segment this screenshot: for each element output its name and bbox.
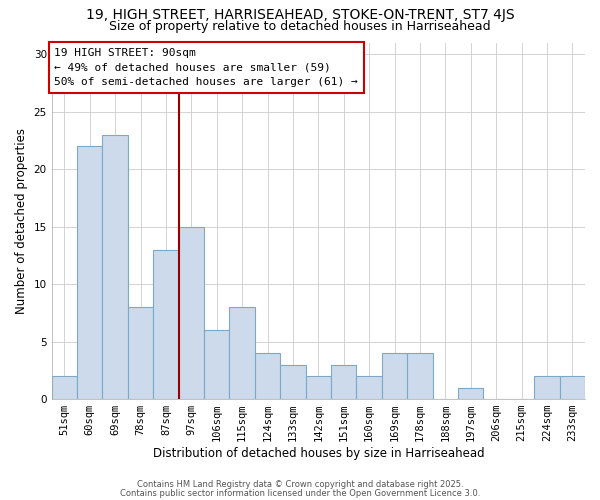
Bar [356,376,382,399]
X-axis label: Distribution of detached houses by size in Harriseahead: Distribution of detached houses by size … [152,447,484,460]
Bar [305,376,331,399]
Bar [280,364,305,399]
Bar [382,353,407,399]
Text: Contains HM Land Registry data © Crown copyright and database right 2025.: Contains HM Land Registry data © Crown c… [137,480,463,489]
Bar [52,376,77,399]
Bar [407,353,433,399]
Bar [534,376,560,399]
Bar [458,388,484,399]
Text: 19, HIGH STREET, HARRISEAHEAD, STOKE-ON-TRENT, ST7 4JS: 19, HIGH STREET, HARRISEAHEAD, STOKE-ON-… [86,8,514,22]
Text: Size of property relative to detached houses in Harriseahead: Size of property relative to detached ho… [109,20,491,33]
Bar [179,226,204,399]
Bar [204,330,229,399]
Bar [153,250,179,399]
Bar [103,134,128,399]
Bar [229,307,255,399]
Y-axis label: Number of detached properties: Number of detached properties [15,128,28,314]
Bar [77,146,103,399]
Bar [331,364,356,399]
Text: 19 HIGH STREET: 90sqm
← 49% of detached houses are smaller (59)
50% of semi-deta: 19 HIGH STREET: 90sqm ← 49% of detached … [55,48,358,88]
Bar [255,353,280,399]
Bar [128,307,153,399]
Bar [560,376,585,399]
Text: Contains public sector information licensed under the Open Government Licence 3.: Contains public sector information licen… [120,488,480,498]
